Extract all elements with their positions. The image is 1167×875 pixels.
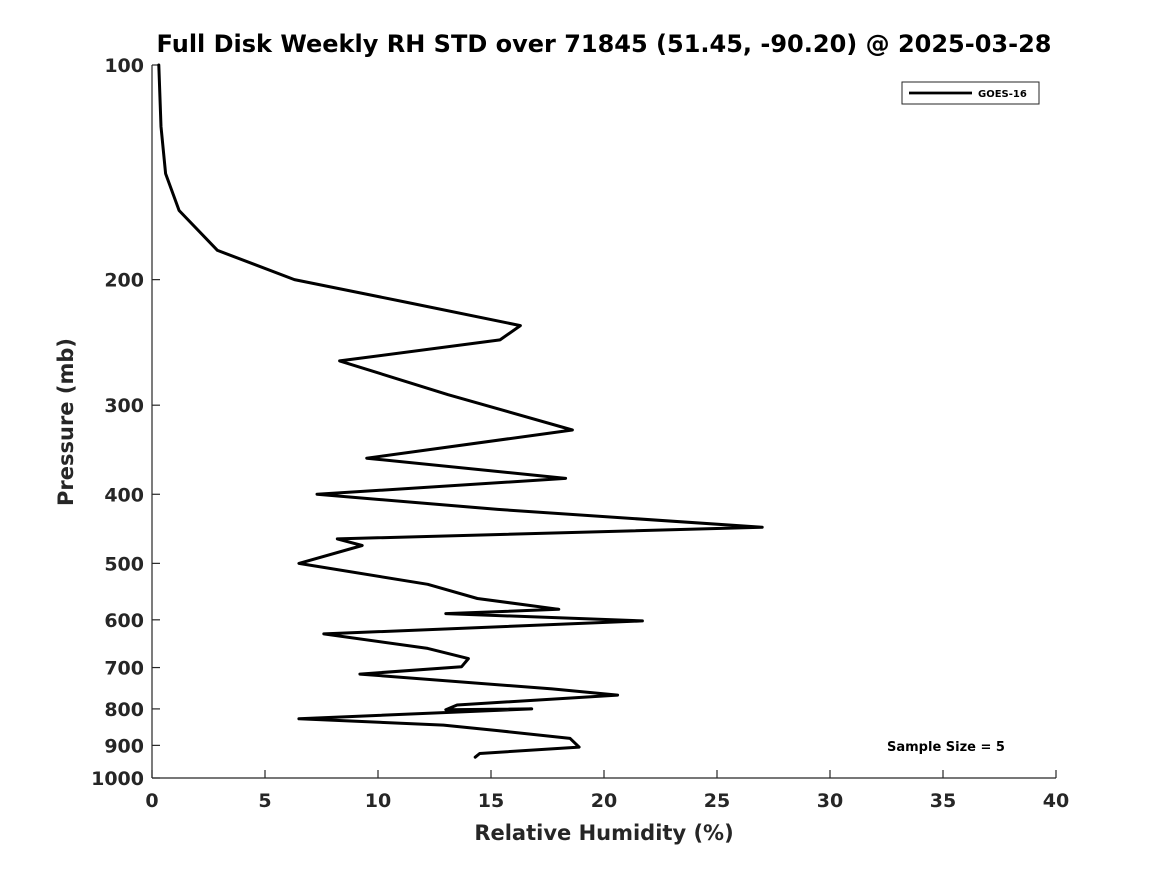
x-axis-label: Relative Humidity (%) <box>474 821 733 845</box>
x-tick-label: 35 <box>930 790 956 812</box>
y-tick-label: 600 <box>104 610 144 632</box>
y-tick-label: 300 <box>104 395 144 417</box>
x-tick-label: 0 <box>145 790 158 812</box>
x-tick-label: 10 <box>365 790 391 812</box>
legend: GOES-16 <box>901 81 1040 105</box>
y-tick-label: 400 <box>104 484 144 506</box>
series-line-goes-16 <box>157 63 764 759</box>
y-tick-label: 1000 <box>91 768 144 790</box>
x-ticks: 0 5 10 15 20 25 30 35 40 <box>145 770 1069 812</box>
y-tick-label: 200 <box>104 270 144 292</box>
y-tick-label: 700 <box>104 658 144 680</box>
x-tick-label: 15 <box>478 790 504 812</box>
x-tick-label: 5 <box>258 790 271 812</box>
y-tick-label: 500 <box>104 553 144 575</box>
x-tick-label: 40 <box>1043 790 1069 812</box>
x-tick-label: 20 <box>591 790 617 812</box>
series-layer <box>157 63 764 759</box>
y-ticks: 100 200 300 400 500 600 700 800 900 1000 <box>91 55 160 790</box>
legend-entry-goes-16: GOES-16 <box>978 89 1027 100</box>
chart-title: Full Disk Weekly RH STD over 71845 (51.4… <box>157 30 1052 58</box>
y-tick-label: 900 <box>104 735 144 757</box>
y-tick-label: 800 <box>104 699 144 721</box>
y-axis-label: Pressure (mb) <box>54 338 78 506</box>
y-tick-label: 100 <box>104 55 144 77</box>
x-tick-label: 30 <box>817 790 843 812</box>
x-tick-label: 25 <box>704 790 730 812</box>
sample-size-annotation: Sample Size = 5 <box>887 740 1005 755</box>
